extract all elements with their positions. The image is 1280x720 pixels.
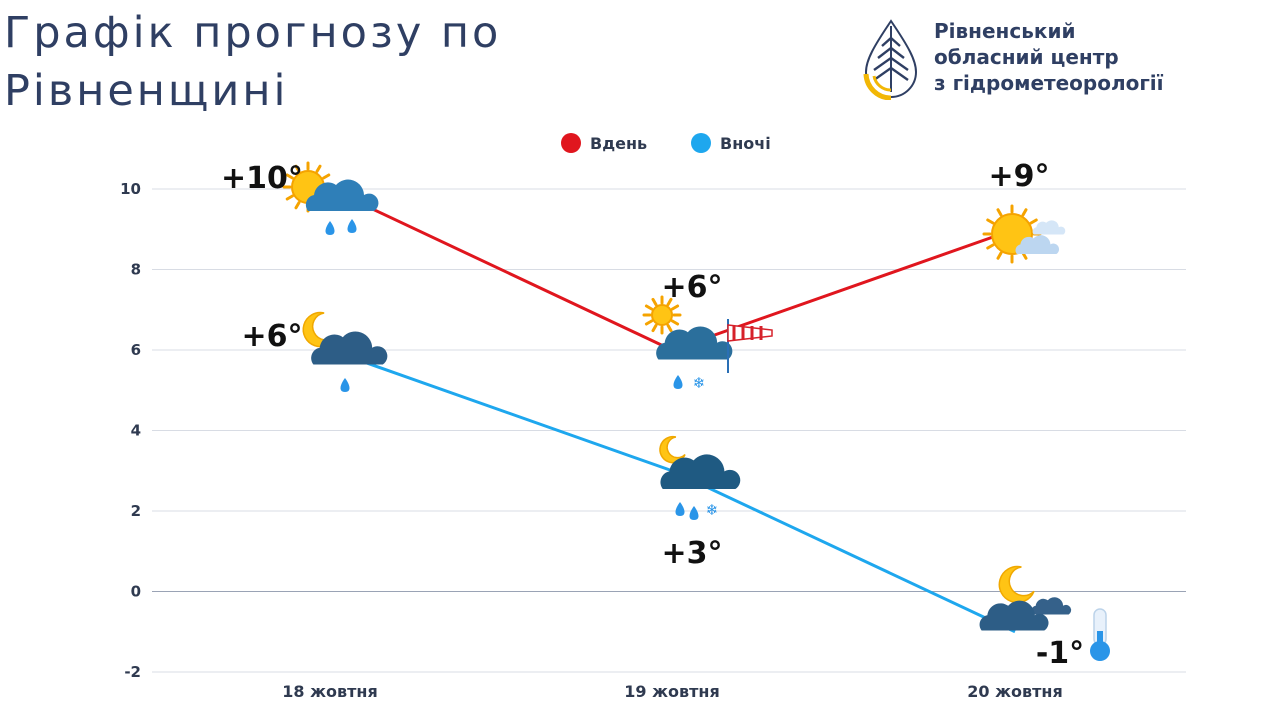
cloud-shape — [311, 331, 388, 365]
sun-disc — [651, 304, 673, 326]
org-name-line-2: обласний центр — [934, 45, 1119, 69]
moon-cloud-frost-icon — [979, 565, 1110, 661]
sun-ray — [651, 323, 658, 333]
x-tick-label: 19 жовтня — [624, 682, 719, 701]
cloud-shape — [656, 326, 733, 360]
sun-ray — [644, 304, 654, 311]
page-title: Графік прогнозу по Рівненщині — [4, 8, 502, 116]
rain-drop — [673, 375, 683, 389]
sun-ray — [294, 164, 301, 173]
cloud-shape — [305, 179, 379, 211]
y-tick-label: 10 — [120, 180, 141, 198]
data-label: -1° — [1036, 636, 1084, 671]
y-tick-label: 0 — [131, 583, 141, 601]
legend-marker — [561, 133, 581, 153]
cloud-shape — [660, 454, 741, 489]
sun-ray — [315, 164, 322, 173]
moon-cloud-rain-snow-icon: ❄ — [659, 435, 741, 520]
legend-marker — [691, 133, 711, 153]
cloud-shape — [1032, 220, 1066, 235]
y-tick-label: 2 — [131, 502, 141, 520]
sun-ray — [322, 173, 331, 180]
sun-ray — [996, 208, 1003, 217]
sun-ray — [285, 194, 294, 201]
sun-cloud-rain-icon — [282, 161, 379, 235]
rain-drop — [340, 378, 350, 392]
drop-leaf-logo-icon — [863, 19, 918, 100]
snowflake: ❄ — [706, 501, 719, 519]
sun-ray — [285, 173, 294, 180]
sun-ray — [666, 323, 673, 333]
sun-ray — [666, 297, 673, 307]
sun-cloud-rain-snow-wind-icon: ❄ — [642, 295, 773, 392]
moon-crescent — [998, 565, 1035, 604]
org-name-line-3: з гідрометеорології — [934, 71, 1164, 95]
series-line — [329, 348, 1016, 634]
sun-ray — [644, 319, 654, 326]
rain-drop — [675, 502, 685, 516]
data-label: +6° — [661, 270, 722, 305]
moon-cloud-rain-icon — [302, 311, 388, 392]
sun-ray — [670, 304, 680, 311]
sun-ray — [996, 251, 1003, 260]
sun-ray — [986, 243, 995, 250]
snowflake: ❄ — [693, 374, 706, 392]
sun-ray — [670, 319, 680, 326]
y-tick-label: -2 — [124, 663, 141, 681]
cloud-shape — [1031, 597, 1072, 615]
cloud-shape — [979, 600, 1049, 631]
data-label: +6° — [241, 319, 302, 354]
sun-ray — [651, 297, 658, 307]
org-name: Рівненський обласний центр з гідрометеор… — [934, 18, 1254, 96]
sun-ray — [1021, 208, 1028, 217]
data-label: +10° — [221, 161, 303, 196]
rain-drop — [325, 221, 335, 235]
x-tick-label: 20 жовтня — [967, 682, 1062, 701]
x-tick-label: 18 жовтня — [282, 682, 377, 701]
sun-cloud-icon — [982, 204, 1066, 264]
org-name-line-1: Рівненський — [934, 19, 1076, 43]
rain-drop — [689, 506, 699, 520]
sun-ray — [986, 218, 995, 225]
data-label: +9° — [988, 159, 1049, 194]
data-label: +3° — [661, 536, 722, 571]
thermometer-fill — [1097, 631, 1103, 647]
legend-label: Вночі — [720, 134, 771, 153]
y-tick-label: 8 — [131, 261, 141, 279]
sun-ray — [1029, 218, 1038, 225]
rain-drop — [347, 219, 357, 233]
cloud-shape — [1015, 235, 1060, 254]
y-tick-label: 4 — [131, 422, 141, 440]
sun-ray — [294, 201, 301, 210]
thermometer-bulb — [1090, 641, 1110, 661]
y-tick-label: 6 — [131, 341, 141, 359]
legend-label: Вдень — [590, 134, 647, 153]
